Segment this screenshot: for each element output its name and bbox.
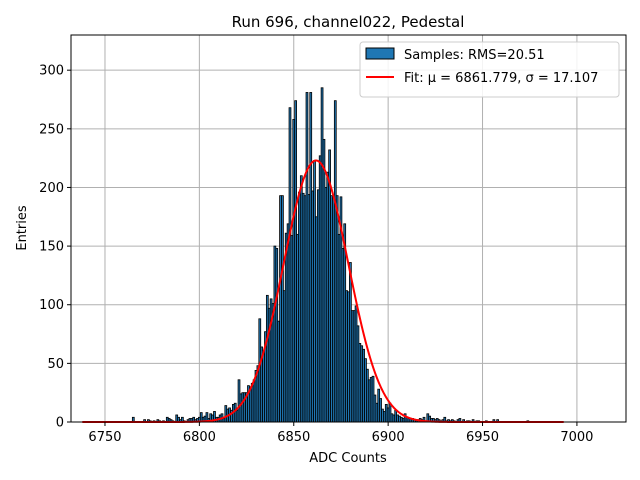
x-tick-label: 7000 — [560, 430, 593, 445]
x-tick-label: 6950 — [466, 430, 499, 445]
legend-patch-samples — [365, 47, 395, 60]
y-axis-label: Entries — [15, 205, 30, 251]
y-tick-label: 50 — [47, 357, 64, 372]
legend: Samples: RMS=20.51 Fit: μ = 6861.779, σ … — [359, 41, 620, 98]
y-tick-label: 150 — [39, 240, 64, 255]
legend-label-fit: Fit: μ = 6861.779, σ = 17.107 — [404, 71, 598, 86]
x-axis-ticks: 6750 6800 6850 6900 6950 7000 — [88, 422, 593, 445]
legend-label-samples: Samples: RMS=20.51 — [404, 48, 545, 63]
y-tick-label: 250 — [39, 122, 64, 137]
legend-box — [359, 41, 620, 98]
plot-frame — [70, 34, 627, 423]
y-tick-label: 200 — [39, 181, 64, 196]
x-tick-label: 6800 — [183, 430, 216, 445]
x-tick-label: 6900 — [372, 430, 405, 445]
x-tick-label: 6750 — [88, 430, 121, 445]
chart-title: Run 696, channel022, Pedestal — [232, 13, 465, 31]
y-tick-label: 300 — [39, 64, 64, 79]
y-tick-label: 100 — [39, 298, 64, 313]
x-tick-label: 6850 — [277, 430, 310, 445]
y-axis-ticks: 0 50 100 150 200 250 300 — [39, 64, 71, 431]
y-tick-label: 0 — [56, 416, 64, 431]
x-axis-label: ADC Counts — [309, 451, 387, 466]
